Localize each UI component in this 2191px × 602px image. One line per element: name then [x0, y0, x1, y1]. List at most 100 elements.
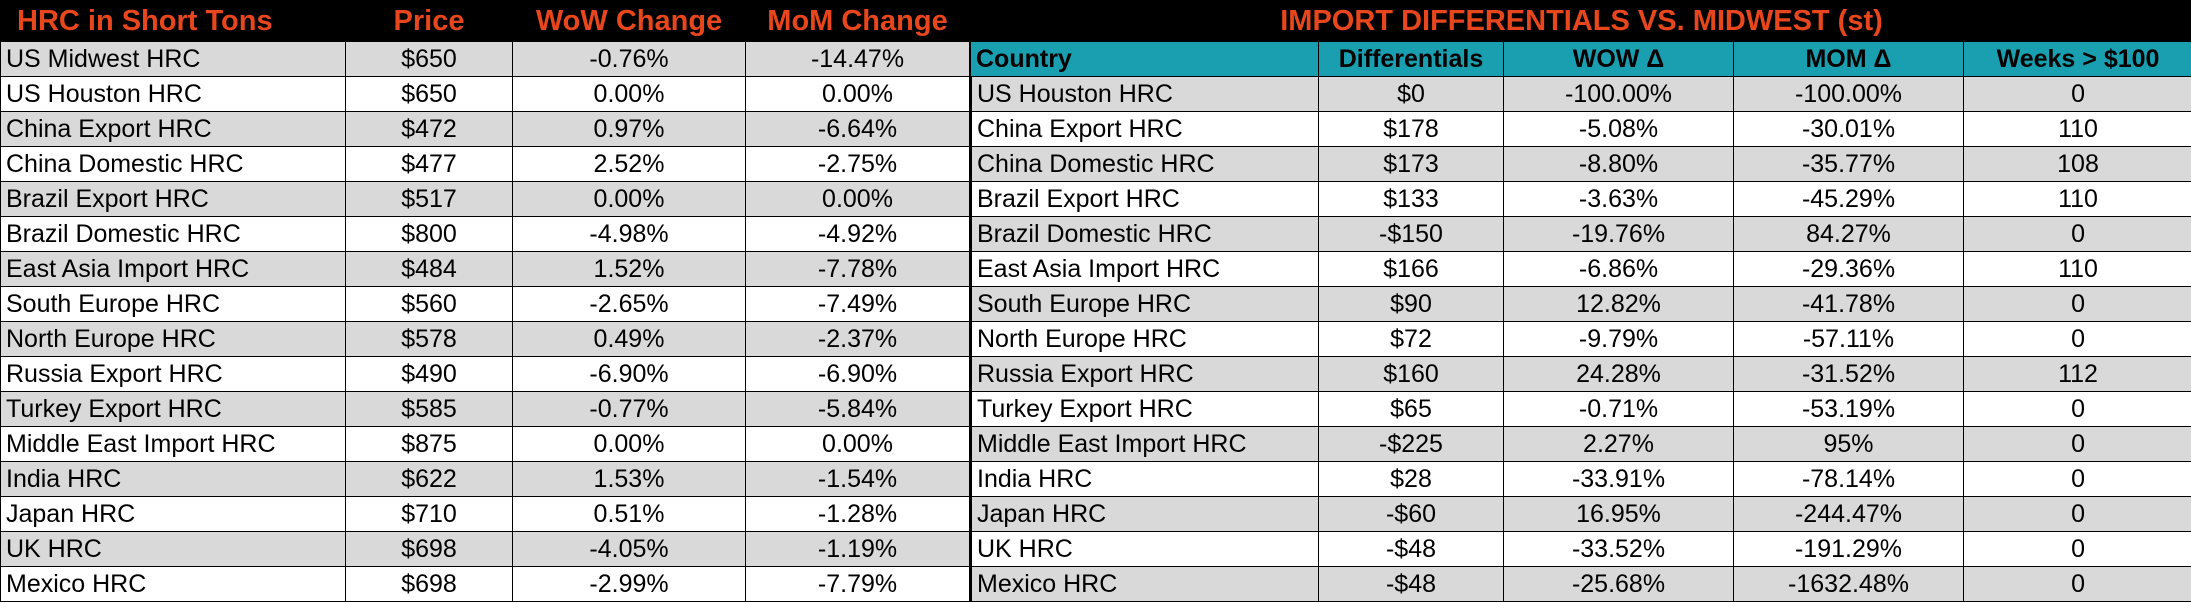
header-country[interactable]: Country: [971, 42, 1319, 77]
cell-differential[interactable]: -$150: [1319, 217, 1504, 252]
cell-mom-delta[interactable]: -100.00%: [1734, 77, 1964, 112]
import-differentials-title[interactable]: IMPORT DIFFERENTIALS VS. MIDWEST (st): [971, 1, 2191, 42]
cell-differential[interactable]: $166: [1319, 252, 1504, 287]
cell-country[interactable]: China Export HRC: [971, 112, 1319, 147]
cell-name[interactable]: Middle East Import HRC: [1, 427, 346, 462]
header-wow-delta[interactable]: WOW Δ: [1504, 42, 1734, 77]
cell-weeks[interactable]: 110: [1964, 112, 2191, 147]
cell-mom-delta[interactable]: -29.36%: [1734, 252, 1964, 287]
cell-mom-delta[interactable]: -1632.48%: [1734, 567, 1964, 602]
cell-wow-delta[interactable]: 16.95%: [1504, 497, 1734, 532]
cell-mom[interactable]: 0.00%: [746, 77, 970, 112]
cell-country[interactable]: UK HRC: [971, 532, 1319, 567]
cell-wow[interactable]: -6.90%: [513, 357, 746, 392]
cell-price[interactable]: $585: [346, 392, 513, 427]
cell-wow[interactable]: 1.53%: [513, 462, 746, 497]
cell-weeks[interactable]: 110: [1964, 182, 2191, 217]
cell-differential[interactable]: $72: [1319, 322, 1504, 357]
cell-differential[interactable]: $90: [1319, 287, 1504, 322]
cell-name[interactable]: Mexico HRC: [1, 567, 346, 602]
cell-price[interactable]: $800: [346, 217, 513, 252]
cell-wow-delta[interactable]: -3.63%: [1504, 182, 1734, 217]
cell-country[interactable]: Russia Export HRC: [971, 357, 1319, 392]
cell-wow-delta[interactable]: -25.68%: [1504, 567, 1734, 602]
cell-price[interactable]: $650: [346, 42, 513, 77]
cell-wow[interactable]: 1.52%: [513, 252, 746, 287]
cell-mom[interactable]: -7.49%: [746, 287, 970, 322]
cell-country[interactable]: Middle East Import HRC: [971, 427, 1319, 462]
cell-wow-delta[interactable]: 12.82%: [1504, 287, 1734, 322]
cell-mom-delta[interactable]: -191.29%: [1734, 532, 1964, 567]
cell-wow-delta[interactable]: -33.91%: [1504, 462, 1734, 497]
cell-country[interactable]: Mexico HRC: [971, 567, 1319, 602]
cell-weeks[interactable]: 0: [1964, 427, 2191, 462]
cell-differential[interactable]: -$225: [1319, 427, 1504, 462]
cell-price[interactable]: $560: [346, 287, 513, 322]
cell-country[interactable]: Japan HRC: [971, 497, 1319, 532]
cell-wow-delta[interactable]: -100.00%: [1504, 77, 1734, 112]
cell-mom[interactable]: -1.19%: [746, 532, 970, 567]
cell-name[interactable]: US Houston HRC: [1, 77, 346, 112]
header-wow-change[interactable]: WoW Change: [513, 1, 746, 42]
cell-price[interactable]: $490: [346, 357, 513, 392]
cell-country[interactable]: US Houston HRC: [971, 77, 1319, 112]
cell-mom[interactable]: -4.92%: [746, 217, 970, 252]
cell-name[interactable]: US Midwest HRC: [1, 42, 346, 77]
cell-wow-delta[interactable]: -5.08%: [1504, 112, 1734, 147]
cell-weeks[interactable]: 0: [1964, 217, 2191, 252]
cell-mom-delta[interactable]: -41.78%: [1734, 287, 1964, 322]
header-hrc-short-tons[interactable]: HRC in Short Tons: [1, 1, 346, 42]
cell-mom-delta[interactable]: -31.52%: [1734, 357, 1964, 392]
cell-name[interactable]: Russia Export HRC: [1, 357, 346, 392]
cell-mom[interactable]: -6.90%: [746, 357, 970, 392]
cell-mom[interactable]: -7.78%: [746, 252, 970, 287]
cell-wow[interactable]: 0.00%: [513, 427, 746, 462]
cell-mom[interactable]: -14.47%: [746, 42, 970, 77]
cell-wow[interactable]: -4.98%: [513, 217, 746, 252]
cell-name[interactable]: North Europe HRC: [1, 322, 346, 357]
cell-name[interactable]: Brazil Domestic HRC: [1, 217, 346, 252]
cell-weeks[interactable]: 110: [1964, 252, 2191, 287]
cell-weeks[interactable]: 112: [1964, 357, 2191, 392]
cell-differential[interactable]: -$60: [1319, 497, 1504, 532]
cell-mom-delta[interactable]: -78.14%: [1734, 462, 1964, 497]
cell-mom[interactable]: -2.37%: [746, 322, 970, 357]
cell-differential[interactable]: $0: [1319, 77, 1504, 112]
cell-differential[interactable]: $133: [1319, 182, 1504, 217]
cell-weeks[interactable]: 0: [1964, 532, 2191, 567]
cell-name[interactable]: Turkey Export HRC: [1, 392, 346, 427]
cell-country[interactable]: East Asia Import HRC: [971, 252, 1319, 287]
cell-mom[interactable]: -1.28%: [746, 497, 970, 532]
header-mom-delta[interactable]: MOM Δ: [1734, 42, 1964, 77]
cell-name[interactable]: China Domestic HRC: [1, 147, 346, 182]
cell-wow[interactable]: -4.05%: [513, 532, 746, 567]
cell-wow-delta[interactable]: -19.76%: [1504, 217, 1734, 252]
cell-differential[interactable]: $178: [1319, 112, 1504, 147]
cell-price[interactable]: $710: [346, 497, 513, 532]
cell-wow[interactable]: 0.51%: [513, 497, 746, 532]
cell-mom-delta[interactable]: -30.01%: [1734, 112, 1964, 147]
cell-mom-delta[interactable]: -35.77%: [1734, 147, 1964, 182]
cell-wow[interactable]: 0.97%: [513, 112, 746, 147]
cell-country[interactable]: Brazil Export HRC: [971, 182, 1319, 217]
cell-mom[interactable]: 0.00%: [746, 182, 970, 217]
cell-wow-delta[interactable]: -6.86%: [1504, 252, 1734, 287]
cell-price[interactable]: $650: [346, 77, 513, 112]
header-weeks-over-100[interactable]: Weeks > $100: [1964, 42, 2191, 77]
cell-wow[interactable]: 0.49%: [513, 322, 746, 357]
cell-name[interactable]: South Europe HRC: [1, 287, 346, 322]
cell-price[interactable]: $698: [346, 532, 513, 567]
cell-country[interactable]: North Europe HRC: [971, 322, 1319, 357]
cell-weeks[interactable]: 0: [1964, 497, 2191, 532]
cell-mom-delta[interactable]: -45.29%: [1734, 182, 1964, 217]
cell-wow[interactable]: -0.76%: [513, 42, 746, 77]
cell-mom[interactable]: 0.00%: [746, 427, 970, 462]
cell-wow[interactable]: 0.00%: [513, 182, 746, 217]
cell-name[interactable]: UK HRC: [1, 532, 346, 567]
cell-mom[interactable]: -6.64%: [746, 112, 970, 147]
cell-price[interactable]: $517: [346, 182, 513, 217]
cell-wow-delta[interactable]: -33.52%: [1504, 532, 1734, 567]
cell-differential[interactable]: -$48: [1319, 567, 1504, 602]
cell-price[interactable]: $484: [346, 252, 513, 287]
cell-differential[interactable]: $160: [1319, 357, 1504, 392]
